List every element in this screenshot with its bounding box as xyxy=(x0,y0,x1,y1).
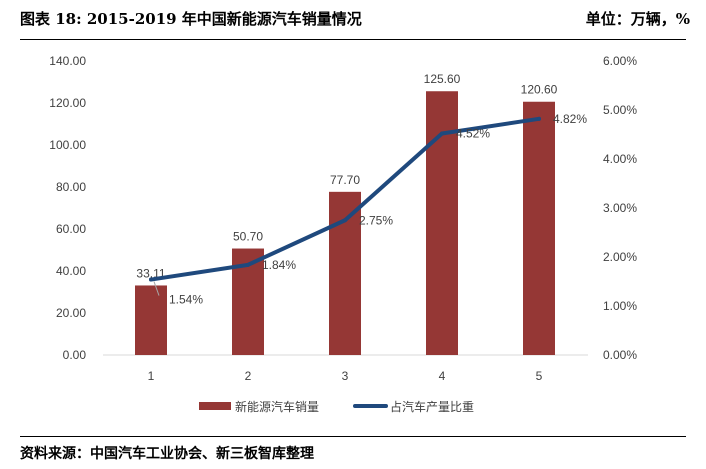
bar xyxy=(135,285,167,355)
legend-label: 占汽车产量比重 xyxy=(390,399,474,414)
right-tick-label: 0.00% xyxy=(603,348,637,362)
line-point xyxy=(537,116,541,121)
left-tick-label: 140.00 xyxy=(49,54,86,68)
x-tick-label: 1 xyxy=(148,369,155,383)
x-tick-label: 3 xyxy=(342,369,349,383)
line-data-label: 1.54% xyxy=(169,293,203,307)
x-tick-label: 2 xyxy=(245,369,252,383)
leader-line xyxy=(153,281,160,296)
right-tick-label: 2.00% xyxy=(603,250,637,264)
left-tick-label: 40.00 xyxy=(56,264,86,278)
top-rule xyxy=(20,39,686,40)
right-tick-label: 4.00% xyxy=(603,152,637,166)
left-tick-label: 80.00 xyxy=(56,180,86,194)
figure-title: 图表 18: 2015-2019 年中国新能源汽车销量情况 xyxy=(20,10,362,28)
right-tick-label: 6.00% xyxy=(603,54,637,68)
legend-label: 新能源汽车销量 xyxy=(235,399,319,414)
bottom-rule xyxy=(20,436,686,437)
right-tick-label: 1.00% xyxy=(603,299,637,313)
bar-data-label: 125.60 xyxy=(424,72,461,86)
line-point xyxy=(246,262,250,267)
right-tick-label: 5.00% xyxy=(603,103,637,117)
bar-data-label: 120.60 xyxy=(521,83,558,97)
legend-swatch-bar xyxy=(199,402,231,410)
left-tick-label: 60.00 xyxy=(56,222,86,236)
line-data-label: 4.52% xyxy=(456,127,490,141)
line-data-label: 1.84% xyxy=(262,258,296,272)
line-point xyxy=(440,131,444,136)
x-tick-label: 4 xyxy=(439,369,446,383)
bar xyxy=(523,101,555,356)
line-point xyxy=(149,277,153,282)
bar-data-label: 77.70 xyxy=(330,173,360,187)
right-tick-label: 3.00% xyxy=(603,201,637,215)
left-tick-label: 120.00 xyxy=(49,96,86,110)
bar-data-label: 50.70 xyxy=(233,230,263,244)
left-tick-label: 100.00 xyxy=(49,138,86,152)
bar xyxy=(329,191,361,355)
x-tick-label: 5 xyxy=(536,369,543,383)
chart-svg: 0.0020.0040.0060.0080.00100.00120.00140.… xyxy=(49,54,637,414)
source-note: 资料来源：中国汽车工业协会、新三板智库整理 xyxy=(20,446,314,462)
line-point xyxy=(343,218,347,223)
left-tick-label: 20.00 xyxy=(56,306,86,320)
unit-label: 单位：万辆，% xyxy=(585,10,690,28)
line-data-label: 2.75% xyxy=(359,213,393,227)
line-data-label: 4.82% xyxy=(553,112,587,126)
left-tick-label: 0.00 xyxy=(63,348,87,362)
